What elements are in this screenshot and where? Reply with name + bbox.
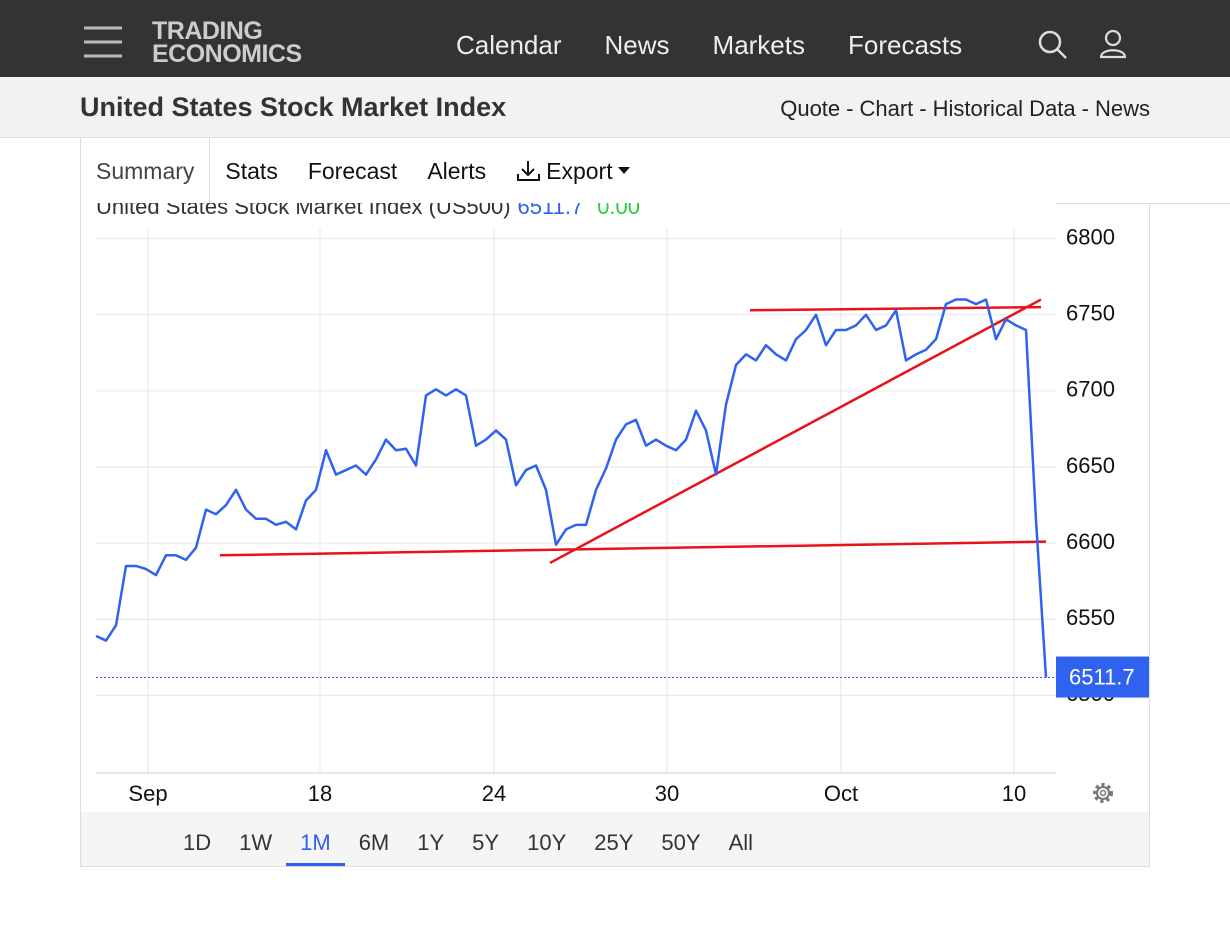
range-button[interactable]: 1Y	[417, 830, 445, 855]
x-tick-label: 10	[1002, 781, 1026, 806]
header-link[interactable]: Quote	[780, 96, 841, 121]
separator: -	[919, 96, 927, 121]
brand-line: TRADING	[152, 17, 263, 45]
chart-panel: 6500655066006650670067506800Sep182430Oct…	[80, 203, 1150, 867]
caret	[617, 167, 630, 174]
range-button[interactable]: 5Y	[472, 830, 500, 855]
nav-link[interactable]: News	[604, 30, 670, 60]
separator: -	[846, 96, 854, 121]
tab[interactable]: Forecast	[307, 158, 398, 184]
range-button[interactable]: 1D	[183, 830, 212, 855]
y-tick-label: 6650	[1066, 453, 1115, 478]
range-button[interactable]: 1M	[286, 812, 345, 866]
y-tick-label: 6600	[1066, 529, 1115, 554]
range-bar: 1D 1W 1M 6M 1Y 5Y 10Y 25Y 50Y All	[81, 812, 1149, 866]
legend-label: United States Stock Market Index (US500)	[96, 203, 511, 219]
tab[interactable]: Alerts	[427, 158, 487, 184]
x-tick-label: Oct	[824, 781, 858, 806]
x-tick-label: 18	[308, 781, 332, 806]
tab[interactable]: Export	[501, 138, 645, 203]
settings-icon[interactable]	[1093, 783, 1113, 803]
page-header: United States Stock Market Index Quote - C…	[0, 77, 1230, 138]
y-tick-label: 6750	[1066, 301, 1115, 326]
range-button[interactable]: 25Y	[594, 830, 634, 855]
header-link[interactable]: Chart	[859, 96, 914, 121]
brand-line: ECONOMICS	[152, 40, 302, 68]
tab[interactable]: Stats	[225, 158, 278, 184]
legend-price: 6511.7	[518, 203, 584, 219]
x-tick-label: 30	[655, 781, 679, 806]
nav-links: Calendar News Markets Forecasts	[456, 30, 962, 61]
nav-link[interactable]: Markets	[712, 30, 805, 60]
separator: -	[1081, 96, 1089, 121]
range-button[interactable]: 50Y	[661, 830, 701, 855]
range-button[interactable]: 1W	[239, 830, 273, 855]
download-icon	[517, 161, 541, 181]
y-tick-label: 6800	[1066, 224, 1115, 249]
tabs: Summary Stats Forecast Alerts Export	[80, 138, 1230, 204]
nav-bar: TRADING ECONOMICS Calendar News Markets Fore…	[0, 0, 1230, 77]
last-price-box	[1056, 656, 1149, 698]
brand[interactable]: TRADING ECONOMICS	[152, 17, 302, 68]
trendline	[749, 305, 1042, 312]
header-link[interactable]: News	[1094, 96, 1150, 121]
nav-link[interactable]: Calendar	[456, 30, 562, 60]
trendline	[219, 540, 1047, 557]
x-tick-label: Sep	[128, 781, 167, 806]
legend-bg	[81, 203, 1056, 217]
range-button[interactable]: 6M	[358, 830, 390, 855]
header-links: Quote - Chart - Historical Data - News	[780, 96, 1150, 122]
menu-icon[interactable]	[84, 26, 124, 60]
range-button[interactable]: 10Y	[527, 830, 567, 855]
search-icon[interactable]	[1038, 30, 1068, 60]
x-tick-label: 24	[482, 781, 506, 806]
trendline	[549, 298, 1042, 565]
chart: 6500655066006650670067506800Sep182430Oct…	[81, 203, 1149, 806]
legend-change: 0.00	[597, 203, 640, 219]
user-icon[interactable]	[1098, 29, 1128, 59]
price-line	[95, 298, 1048, 678]
range-button[interactable]: All	[728, 830, 754, 855]
y-tick-label: 6700	[1066, 377, 1115, 402]
last-price-label: 6511.7	[1069, 664, 1135, 689]
tab[interactable]: Summary	[81, 138, 211, 203]
header-link[interactable]: Historical Data	[932, 96, 1076, 121]
nav-link[interactable]: Forecasts	[848, 30, 963, 60]
legend: United States Stock Market Index (US500)…	[96, 203, 640, 219]
y-tick-label: 6550	[1066, 605, 1115, 630]
page-title: United States Stock Market Index	[80, 92, 507, 122]
